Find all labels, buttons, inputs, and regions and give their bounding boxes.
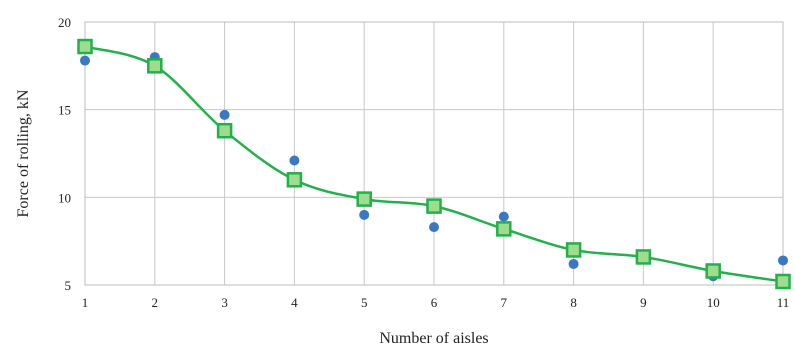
series-2-point bbox=[496, 221, 512, 237]
x-tick-label: 9 bbox=[640, 295, 647, 310]
series-2-point bbox=[77, 38, 93, 55]
gridlines bbox=[84, 21, 784, 286]
plot-frame bbox=[84, 21, 784, 286]
y-tick-label: 10 bbox=[58, 190, 71, 205]
series-1-point bbox=[498, 211, 509, 222]
series-2-point bbox=[565, 242, 582, 258]
series-1-point bbox=[778, 255, 788, 266]
y-tick-label: 15 bbox=[58, 103, 71, 118]
y-tick-label: 20 bbox=[58, 15, 71, 30]
x-tick-label: 4 bbox=[291, 295, 298, 310]
series-1-point bbox=[429, 222, 439, 233]
x-axis-title: Number of aisles bbox=[379, 330, 488, 347]
x-tick-label: 2 bbox=[152, 295, 159, 310]
y-axis-title: Force of rolling, kN bbox=[15, 89, 32, 217]
series-2-point bbox=[356, 191, 372, 207]
x-tick-label: 6 bbox=[431, 295, 438, 310]
x-tick-label: 8 bbox=[570, 295, 577, 310]
x-tick-label: 5 bbox=[361, 295, 368, 310]
markers bbox=[77, 38, 791, 290]
series-2-point bbox=[705, 263, 721, 279]
x-tick-label: 3 bbox=[221, 295, 228, 310]
y-tick-label: 5 bbox=[65, 278, 72, 293]
series-2-point bbox=[216, 122, 233, 139]
x-tick-label: 7 bbox=[501, 295, 508, 310]
x-axis-ticks: 1 2 3 4 5 6 7 8 9 10 11 bbox=[82, 295, 790, 310]
series-2-point bbox=[286, 172, 303, 188]
x-tick-label: 10 bbox=[707, 295, 720, 310]
series-1-point bbox=[219, 109, 230, 120]
series-1-point bbox=[568, 258, 579, 269]
series-1-point bbox=[289, 155, 300, 166]
series-2-point bbox=[147, 58, 163, 74]
series-2-point bbox=[775, 273, 791, 290]
series-2-point bbox=[635, 249, 652, 265]
series-2-point bbox=[426, 198, 442, 214]
y-axis-ticks: 5 10 15 20 bbox=[58, 15, 71, 293]
x-tick-label: 1 bbox=[82, 295, 89, 310]
x-tick-label: 11 bbox=[777, 295, 790, 310]
series-1-point bbox=[80, 55, 90, 66]
series-1-point bbox=[359, 209, 370, 220]
